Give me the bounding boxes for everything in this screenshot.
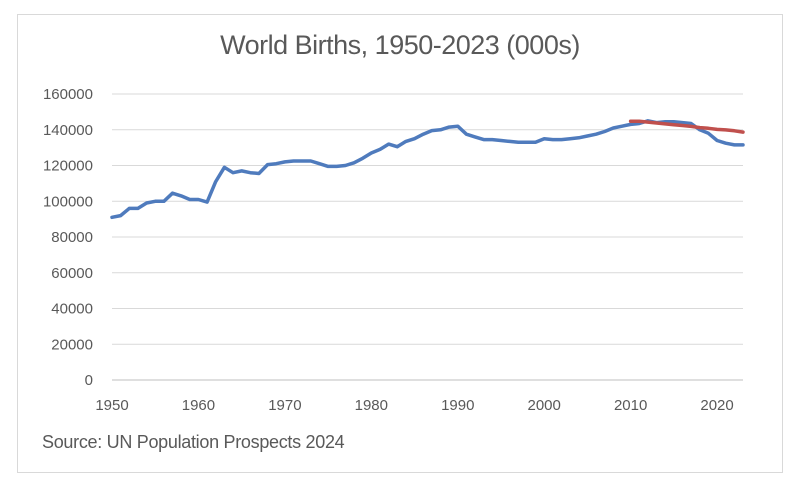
y-tick-label: 140000: [43, 122, 93, 139]
y-tick-label: 160000: [43, 86, 93, 103]
y-axis-ticks: 0 20000 40000 60000 80000 100000 120000 140000 1…: [43, 86, 93, 389]
x-tick-label: 1990: [441, 397, 474, 414]
y-tick-label: 0: [85, 372, 93, 389]
x-axis-ticks: 1950 1960 1970 1980 1990 2000 2010 2020: [95, 397, 733, 414]
x-tick-label: 1980: [355, 397, 388, 414]
chart-frame: [17, 14, 783, 473]
x-tick-label: 2010: [614, 397, 647, 414]
x-tick-label: 2000: [528, 397, 561, 414]
x-tick-label: 1960: [182, 397, 215, 414]
gridlines: [112, 93, 743, 381]
y-tick-label: 60000: [51, 265, 93, 282]
x-tick-label: 1970: [268, 397, 301, 414]
series-line-2: [628, 119, 745, 134]
x-tick-label: 1950: [95, 397, 128, 414]
y-tick-label: 120000: [43, 158, 93, 175]
y-tick-label: 100000: [43, 193, 93, 210]
y-tick-label: 20000: [51, 336, 93, 353]
series-line-1: [110, 119, 745, 220]
x-tick-label: 2020: [700, 397, 733, 414]
series-lines: [110, 119, 745, 220]
y-tick-label: 40000: [51, 301, 93, 318]
chart-title: World Births, 1950-2023 (000s): [220, 30, 580, 60]
source-note: Source: UN Population Prospects 2024: [42, 432, 345, 452]
y-tick-label: 80000: [51, 229, 93, 246]
